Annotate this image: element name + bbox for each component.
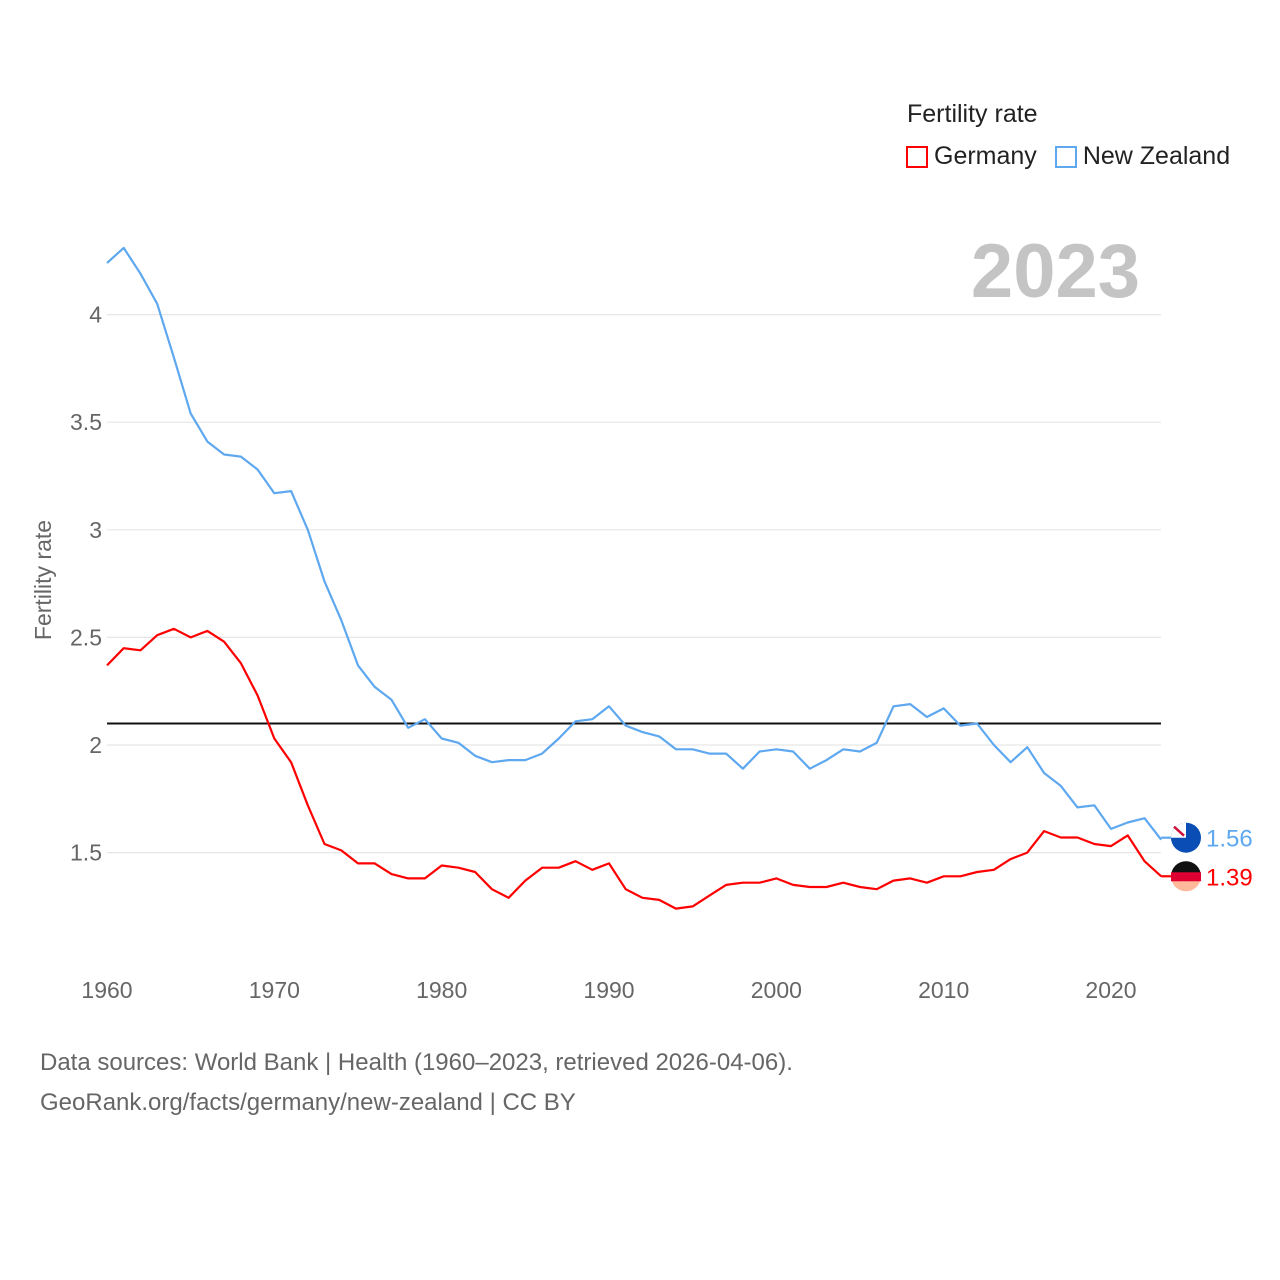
series-line-new-zealand bbox=[106, 246, 1163, 841]
flag-stripe-red bbox=[1171, 872, 1201, 882]
current-year-label: 2023 bbox=[970, 229, 1140, 314]
y-tick-label: 4 bbox=[89, 302, 102, 328]
y-tick-label: 3 bbox=[89, 517, 102, 543]
x-tick-label: 1960 bbox=[81, 977, 132, 1003]
x-tick-label: 2010 bbox=[918, 977, 969, 1003]
legend: Germany New Zealand bbox=[906, 142, 1230, 171]
y-tick-label: 2.5 bbox=[70, 624, 102, 650]
legend-item-new-zealand[interactable]: New Zealand bbox=[1054, 142, 1231, 171]
y-tick-label: 1.5 bbox=[70, 840, 102, 866]
source-link[interactable]: GeoRank.org/facts/germany/new-zealand | … bbox=[40, 1089, 576, 1116]
legend-label-new-zealand: New Zealand bbox=[1082, 142, 1231, 170]
series-line-germany bbox=[106, 627, 1162, 910]
end-value-label-germany: 1.39 bbox=[1206, 864, 1253, 891]
y-tick-label: 2 bbox=[89, 732, 102, 758]
legend-title: Fertility rate bbox=[907, 100, 1038, 128]
end-value-label-new-zealand: 1.56 bbox=[1206, 826, 1253, 853]
y-tick-label: 3.5 bbox=[70, 409, 102, 435]
x-tick-label: 1970 bbox=[249, 977, 300, 1003]
x-tick-label: 1980 bbox=[416, 977, 467, 1003]
flag-cross bbox=[1173, 825, 1185, 837]
footer: Data sources: World Bank | Health (1960–… bbox=[40, 1043, 793, 1123]
legend-swatch-new-zealand bbox=[1054, 145, 1077, 168]
y-axis-label: Fertility rate bbox=[30, 520, 56, 640]
data-sources: Data sources: World Bank | Health (1960–… bbox=[40, 1049, 793, 1076]
legend-item-germany[interactable]: Germany bbox=[906, 142, 1037, 171]
legend-label-germany: Germany bbox=[934, 142, 1037, 170]
legend-swatch-germany bbox=[906, 145, 928, 168]
x-tick-label: 2000 bbox=[751, 977, 802, 1003]
x-tick-label: 2020 bbox=[1085, 977, 1136, 1003]
x-tick-label: 1990 bbox=[583, 977, 634, 1003]
